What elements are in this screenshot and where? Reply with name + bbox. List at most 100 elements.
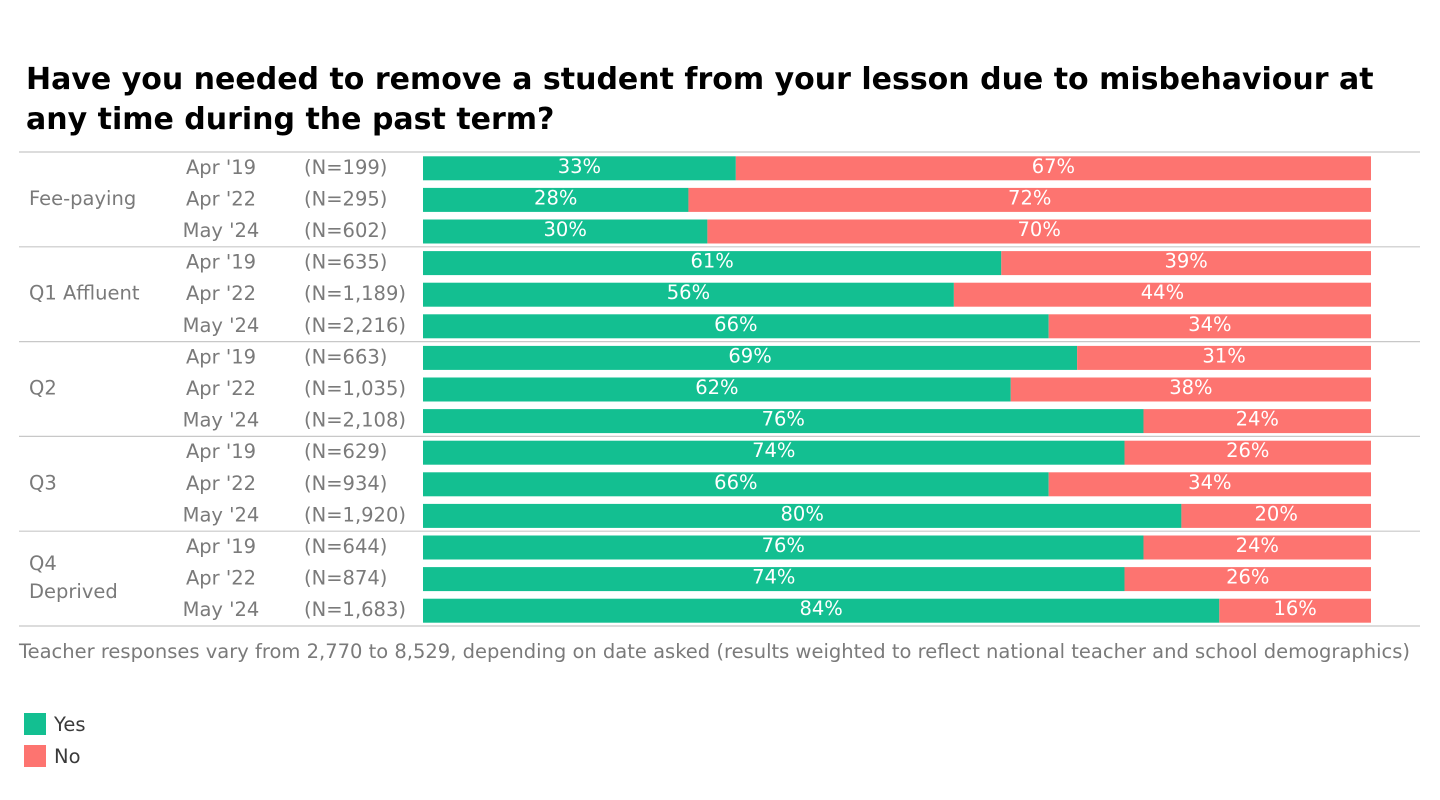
- bar-segment-no: [1048, 472, 1371, 497]
- group-label: Deprived: [29, 580, 118, 603]
- row-n-label: (N=602): [304, 219, 387, 242]
- bar-value-label-yes: 62%: [695, 376, 738, 399]
- bar-value-label-no: 16%: [1273, 597, 1316, 620]
- bar-segment-yes: [423, 251, 1002, 276]
- bar-value-label-no: 31%: [1202, 344, 1245, 367]
- bar-segment-no: [1001, 251, 1371, 276]
- row-date-label: Apr '19: [186, 535, 256, 558]
- bar-segment-yes: [423, 409, 1144, 434]
- group-label: Q2: [29, 377, 57, 400]
- row-n-label: (N=1,189): [304, 282, 406, 305]
- legend-swatch-no: [24, 745, 46, 767]
- bar-segment-no: [735, 156, 1371, 181]
- bar-value-label-yes: 30%: [544, 218, 587, 241]
- row-date-label: May '24: [183, 409, 260, 432]
- chart-note: Teacher responses vary from 2,770 to 8,5…: [19, 640, 1411, 663]
- bar-value-label-yes: 66%: [714, 313, 757, 336]
- bar-segment-yes: [423, 219, 708, 244]
- row-date-label: May '24: [183, 503, 260, 526]
- bar-segment-yes: [423, 282, 954, 307]
- bar-value-label-yes: 56%: [667, 281, 710, 304]
- row-date-label: May '24: [183, 314, 260, 337]
- row-date-label: Apr '22: [186, 567, 256, 590]
- group-label: Fee-paying: [29, 187, 136, 210]
- bar-value-label-yes: 74%: [752, 566, 795, 589]
- row-date-label: Apr '22: [186, 377, 256, 400]
- bar-segment-no: [1124, 440, 1371, 465]
- row-date-label: Apr '19: [186, 251, 256, 274]
- bar-value-label-yes: 66%: [714, 471, 757, 494]
- row-n-label: (N=635): [304, 251, 387, 274]
- row-date-label: Apr '19: [186, 156, 256, 179]
- group-label: Q3: [29, 471, 57, 494]
- bar-segment-no: [1143, 535, 1371, 560]
- bar-value-label-no: 44%: [1141, 281, 1184, 304]
- bar-segment-yes: [423, 187, 689, 212]
- bar-segment-no: [1010, 377, 1371, 402]
- bar-segment-yes: [423, 345, 1078, 370]
- bar-segment-yes: [423, 535, 1144, 560]
- bar-value-label-yes: 74%: [752, 439, 795, 462]
- bar-segment-yes: [423, 377, 1011, 402]
- bar-segment-no: [1143, 409, 1371, 434]
- bar-segment-yes: [423, 314, 1049, 339]
- legend: Yes No: [24, 708, 85, 772]
- bar-value-label-yes: 76%: [762, 534, 805, 557]
- row-n-label: (N=2,216): [304, 314, 406, 337]
- bar-segment-yes: [423, 156, 736, 181]
- row-date-label: Apr '19: [186, 345, 256, 368]
- bar-value-label-no: 26%: [1226, 439, 1269, 462]
- bar-segment-yes: [423, 472, 1049, 497]
- bar-segment-no: [1181, 503, 1371, 528]
- bar-segment-no: [953, 282, 1371, 307]
- row-date-label: Apr '22: [186, 282, 256, 305]
- legend-swatch-yes: [24, 713, 46, 735]
- row-date-label: Apr '22: [186, 472, 256, 495]
- row-date-label: Apr '22: [186, 187, 256, 210]
- row-n-label: (N=1,035): [304, 377, 406, 400]
- bar-segment-no: [688, 187, 1371, 212]
- row-n-label: (N=874): [304, 567, 387, 590]
- bar-segment-yes: [423, 567, 1125, 592]
- bar-segment-no: [1048, 314, 1371, 339]
- bar-value-label-no: 24%: [1236, 534, 1279, 557]
- bar-value-label-no: 39%: [1164, 250, 1207, 273]
- group-label: Q4: [29, 552, 57, 575]
- legend-item-yes: Yes: [24, 708, 85, 740]
- bar-value-label-no: 26%: [1226, 566, 1269, 589]
- bar-segment-yes: [423, 598, 1220, 623]
- bar-value-label-yes: 84%: [799, 597, 842, 620]
- bar-value-label-no: 34%: [1188, 313, 1231, 336]
- bar-value-label-no: 24%: [1236, 408, 1279, 431]
- bar-value-label-yes: 33%: [558, 155, 601, 178]
- row-n-label: (N=2,108): [304, 409, 406, 432]
- bar-segment-yes: [423, 440, 1125, 465]
- bar-value-label-yes: 69%: [728, 344, 771, 367]
- row-n-label: (N=1,920): [304, 503, 406, 526]
- bar-segment-no: [1124, 567, 1371, 592]
- chart-plot: Fee-paying Apr '19 (N=199) 33% 67% Apr '22 (N=…: [19, 151, 1420, 627]
- bar-segment-no: [1219, 598, 1371, 623]
- bar-value-label-yes: 61%: [690, 250, 733, 273]
- legend-item-no: No: [24, 740, 85, 772]
- row-date-label: May '24: [183, 598, 260, 621]
- bar-value-label-no: 34%: [1188, 471, 1231, 494]
- row-date-label: May '24: [183, 219, 260, 242]
- legend-label-yes: Yes: [54, 712, 86, 736]
- bar-value-label-yes: 80%: [781, 502, 824, 525]
- row-n-label: (N=629): [304, 440, 387, 463]
- bar-value-label-no: 20%: [1255, 502, 1298, 525]
- row-n-label: (N=934): [304, 472, 387, 495]
- row-n-label: (N=199): [304, 156, 387, 179]
- bar-value-label-yes: 28%: [534, 186, 577, 209]
- bar-segment-no: [707, 219, 1371, 244]
- bar-value-label-no: 72%: [1008, 186, 1051, 209]
- chart-title: Have you needed to remove a student from…: [26, 62, 1374, 137]
- bar-value-label-no: 67%: [1032, 155, 1075, 178]
- group-label: Q1 Affluent: [29, 282, 140, 305]
- bar-value-label-no: 70%: [1018, 218, 1061, 241]
- row-date-label: Apr '19: [186, 440, 256, 463]
- row-n-label: (N=1,683): [304, 598, 406, 621]
- legend-label-no: No: [54, 744, 81, 768]
- bar-value-label-yes: 76%: [762, 408, 805, 431]
